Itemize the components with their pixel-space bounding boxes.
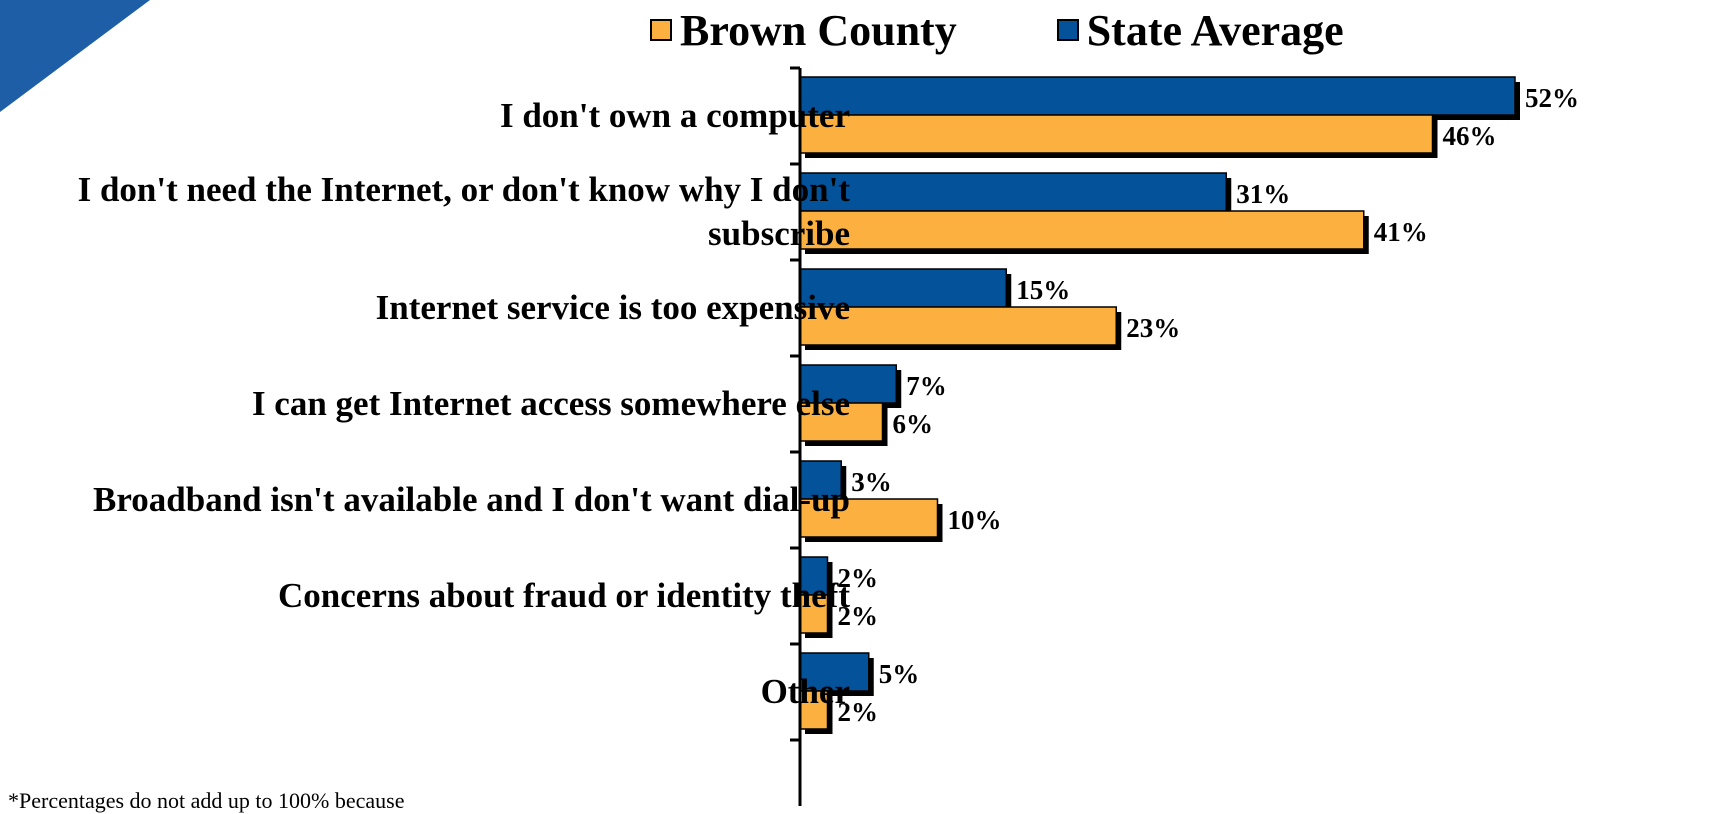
bar-state-average bbox=[799, 76, 1516, 116]
legend-item-state-average: State Average bbox=[1056, 5, 1344, 56]
category-label: I don't need the Internet, or don't know… bbox=[77, 170, 850, 253]
data-label-state-average: 2% bbox=[838, 563, 879, 593]
category-label: I can get Internet access somewhere else bbox=[251, 384, 850, 423]
legend-item-brown-county: Brown County bbox=[650, 5, 957, 56]
data-label-brown-county: 23% bbox=[1126, 313, 1180, 343]
category-label: I don't own a computer bbox=[499, 96, 850, 135]
bar-brown-county bbox=[799, 594, 829, 634]
data-label-brown-county: 6% bbox=[893, 409, 934, 439]
data-label-state-average: 31% bbox=[1236, 179, 1290, 209]
category-label: Broadband isn't available and I don't wa… bbox=[93, 480, 850, 519]
category-label: Other bbox=[760, 672, 850, 711]
legend-swatch-brown-county bbox=[650, 19, 672, 41]
data-label-brown-county: 2% bbox=[838, 697, 879, 727]
data-label-brown-county: 10% bbox=[948, 505, 1002, 535]
bar-state-average bbox=[799, 268, 1007, 308]
data-label-state-average: 5% bbox=[879, 659, 920, 689]
data-label-brown-county: 2% bbox=[838, 601, 879, 631]
chart-legend: Brown County State Average bbox=[650, 2, 1344, 58]
category-label: Internet service is too expensive bbox=[375, 288, 850, 327]
bar-state-average bbox=[799, 172, 1227, 212]
legend-label-brown-county: Brown County bbox=[680, 5, 957, 55]
footnote: *Percentages do not add up to 100% becau… bbox=[8, 788, 405, 813]
bar-state-average bbox=[799, 364, 897, 404]
corner-decoration bbox=[0, 0, 150, 112]
data-label-state-average: 7% bbox=[906, 371, 947, 401]
bar-brown-county bbox=[799, 690, 829, 730]
legend-label-state-average: State Average bbox=[1086, 5, 1344, 55]
category-label: Concerns about fraud or identity theft bbox=[278, 576, 850, 615]
bar-brown-county bbox=[799, 210, 1365, 250]
data-label-brown-county: 41% bbox=[1374, 217, 1428, 247]
data-label-state-average: 15% bbox=[1016, 275, 1070, 305]
data-label-brown-county: 46% bbox=[1443, 121, 1497, 151]
bar-state-average bbox=[799, 556, 829, 596]
legend-swatch-state-average bbox=[1056, 19, 1079, 41]
data-label-state-average: 52% bbox=[1525, 83, 1579, 113]
bar-brown-county bbox=[799, 114, 1434, 154]
data-label-state-average: 3% bbox=[851, 467, 892, 497]
